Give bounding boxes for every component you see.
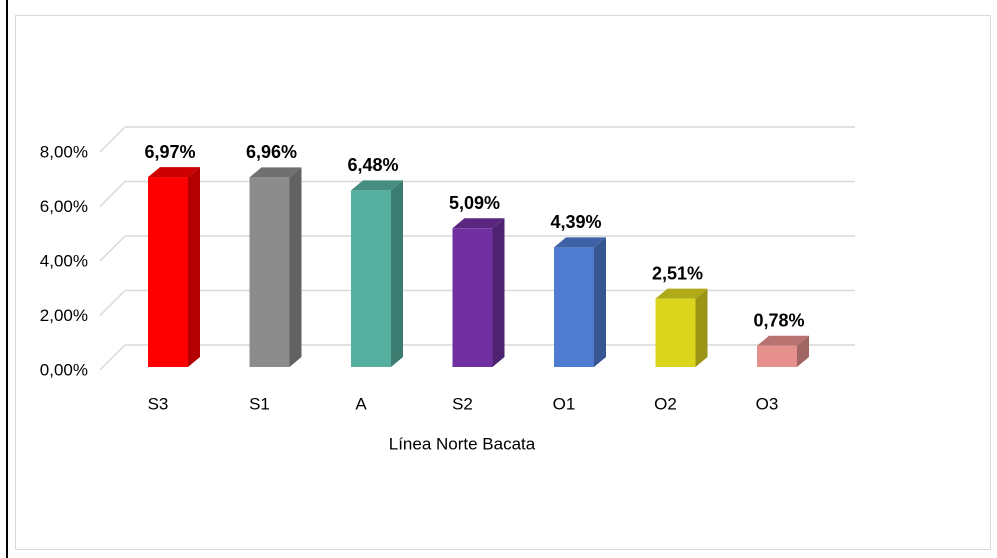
bar bbox=[554, 247, 594, 367]
x-tick-label: O3 bbox=[756, 394, 779, 413]
bar-side bbox=[188, 167, 200, 367]
value-label: 6,96% bbox=[246, 142, 297, 162]
bar bbox=[148, 177, 188, 367]
grid-line-diagonal bbox=[99, 289, 126, 317]
grid-line-diagonal bbox=[99, 235, 126, 262]
bar-top bbox=[655, 288, 708, 299]
value-label: 6,48% bbox=[347, 155, 398, 175]
bar bbox=[757, 345, 797, 367]
x-tick-label: O1 bbox=[553, 394, 576, 413]
bar-side bbox=[594, 237, 606, 367]
value-label: 2,51% bbox=[652, 263, 703, 283]
y-tick-label: 6,00% bbox=[40, 197, 88, 216]
grid-line-diagonal bbox=[99, 126, 126, 153]
bar bbox=[249, 177, 290, 367]
bar-top bbox=[351, 180, 403, 191]
grid-line-diagonal bbox=[99, 180, 126, 208]
x-tick-label: S3 bbox=[148, 394, 169, 413]
bar-side bbox=[695, 288, 708, 367]
bar-side bbox=[797, 335, 809, 367]
value-label: 0,78% bbox=[753, 310, 804, 330]
y-tick-label: 2,00% bbox=[40, 306, 88, 325]
bar-top bbox=[554, 237, 606, 248]
bar-side bbox=[391, 180, 403, 367]
bar bbox=[655, 298, 696, 367]
y-tick-label: 0,00% bbox=[40, 360, 88, 379]
x-tick-label: O2 bbox=[654, 394, 677, 413]
y-tick-label: 4,00% bbox=[40, 251, 88, 270]
bar-top bbox=[148, 167, 200, 178]
x-tick-label: S2 bbox=[452, 394, 473, 413]
x-tick-label: A bbox=[355, 394, 367, 413]
chart-frame bbox=[15, 15, 991, 550]
bar-side bbox=[492, 218, 505, 367]
bar-top bbox=[757, 335, 809, 346]
value-label: 6,97% bbox=[144, 142, 195, 162]
value-label: 4,39% bbox=[550, 212, 601, 232]
x-tick-label: S1 bbox=[249, 394, 270, 413]
bar-top bbox=[452, 218, 505, 229]
y-tick-label: 8,00% bbox=[40, 142, 88, 161]
x-axis-title: Línea Norte Bacata bbox=[389, 434, 536, 453]
bar bbox=[351, 190, 391, 367]
bar bbox=[452, 228, 493, 367]
bar-top bbox=[249, 167, 302, 178]
bar-side bbox=[289, 167, 302, 367]
value-label: 5,09% bbox=[449, 193, 500, 213]
grid-line-diagonal bbox=[99, 344, 126, 371]
